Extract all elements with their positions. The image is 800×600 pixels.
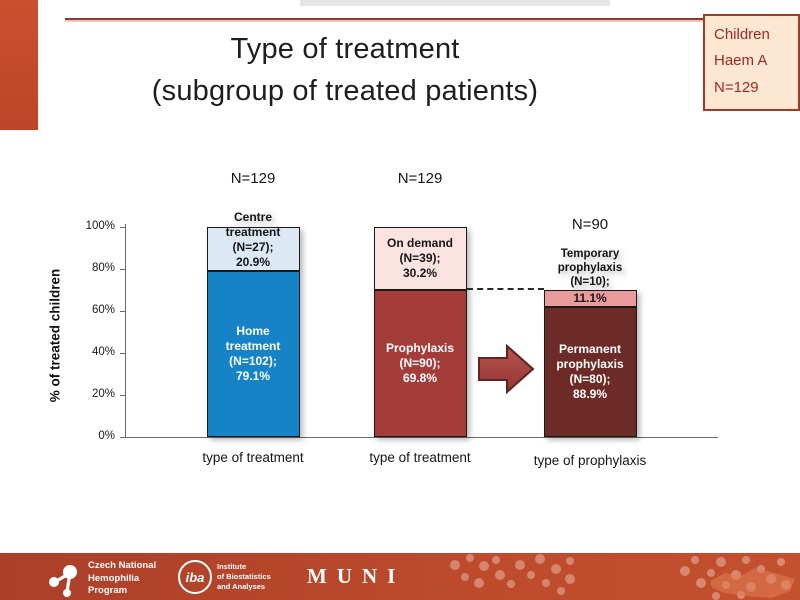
y-tick-mark <box>120 395 125 396</box>
badge-line-1: Children <box>714 26 770 43</box>
y-tick-label: 0% <box>98 430 115 442</box>
x-axis-category-label: type of prophylaxis <box>533 453 647 468</box>
bar-n-label: N=129 <box>397 170 443 187</box>
segment-prophylaxis <box>373 290 467 437</box>
segment-above-label: Temporary prophylaxis (N=10); <box>557 248 623 289</box>
iba-logo-block: iba Institute of Biostatistics and Analy… <box>178 560 271 594</box>
segment-permanent-prophylaxis <box>543 306 637 437</box>
footer-dots-pattern-icon <box>450 554 795 600</box>
bar-2: Prophylaxis (N=90); 69.8% On demand (N=39); 3… <box>373 227 467 437</box>
czech-map-silhouette <box>710 568 795 598</box>
y-axis-title: % of treated children <box>47 268 63 402</box>
y-tick-mark <box>120 269 125 270</box>
segment-centre-treatment <box>206 227 300 271</box>
bar-n-label: N=90 <box>571 216 609 233</box>
y-tick-mark <box>120 437 125 438</box>
badge-line-3: N=129 <box>714 78 759 96</box>
footer-band: Czech National Hemophilia Program iba In… <box>0 553 800 600</box>
bar-3: Permanent prophylaxis (N=80); 88.9% 11.1% Tem… <box>543 227 637 437</box>
slide-title: Type of treatment (subgroup of treated p… <box>30 28 660 112</box>
top-rule-line <box>65 18 795 20</box>
x-axis-line <box>122 437 718 438</box>
top-gray-strip <box>300 0 610 6</box>
molecule-icon <box>49 565 77 597</box>
y-tick-label: 80% <box>91 262 115 274</box>
y-tick-label: 20% <box>91 388 115 400</box>
x-axis-category-label: type of treatment <box>202 450 304 465</box>
y-tick-label: 40% <box>91 346 115 358</box>
left-accent-bar <box>0 0 38 130</box>
dashed-connector-line <box>466 288 544 291</box>
y-tick-mark <box>120 353 125 354</box>
slide-title-line1: Type of treatment <box>230 33 460 65</box>
y-tick-mark <box>120 227 125 228</box>
segment-on-demand <box>373 227 467 291</box>
cnhp-logo-block: Czech National Hemophilia Program <box>48 559 156 599</box>
y-tick-mark <box>120 311 125 312</box>
muni-logo: MUNI <box>307 564 406 588</box>
population-badge: Children Haem A N=129 <box>703 14 800 111</box>
slide-title-line2: (subgroup of treated patients) <box>151 75 539 108</box>
iba-logo-icon: iba <box>178 560 212 594</box>
cnhp-label: Czech National Hemophilia Program <box>88 560 157 597</box>
right-arrow-icon <box>478 343 535 395</box>
y-tick-label: 100% <box>85 220 115 232</box>
bar-1: Home treatment (N=102); 79.1% Centre treatmen… <box>206 210 300 437</box>
badge-line-2: Haem A <box>714 52 768 70</box>
bar-n-label: N=129 <box>230 170 276 187</box>
y-tick-label: 60% <box>91 304 115 316</box>
segment-temporary-prophylaxis <box>543 290 637 307</box>
y-axis-line <box>125 224 126 437</box>
segment-home-treatment <box>206 270 300 437</box>
x-axis-category-label: type of treatment <box>369 450 471 465</box>
iba-label: Institute of Biostatistics and Analyses <box>217 562 271 591</box>
